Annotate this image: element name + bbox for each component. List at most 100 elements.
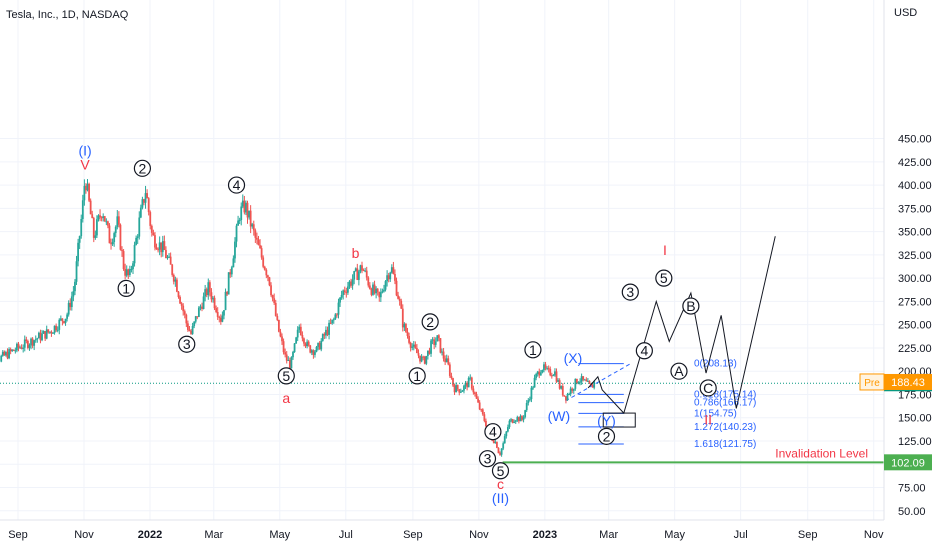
candle-body (241, 200, 244, 207)
candle-body (61, 318, 64, 322)
candle-body (315, 346, 318, 352)
candle-body (26, 340, 29, 348)
x-tick-label: 2023 (533, 529, 557, 541)
candle-body (400, 300, 403, 309)
candle-body (276, 315, 279, 320)
candle-body (99, 215, 101, 218)
candle-body (320, 340, 323, 350)
x-axis[interactable]: Sep Nov 2022 Mar May Jul Sep Nov 2023 Mar May Jul Se… (0, 519, 884, 541)
candle-body (245, 202, 247, 213)
y-axis[interactable]: 50.0075.00100.00125.00150.00175.00200.00… (859, 0, 932, 520)
candle-body (508, 420, 511, 428)
candle-body (561, 386, 564, 396)
candle-body (513, 421, 516, 423)
candle-body (419, 355, 421, 362)
candle-body (510, 419, 512, 421)
candle-body (387, 275, 390, 280)
candle-body (117, 216, 120, 225)
candle-body (158, 242, 161, 250)
candle-body (44, 331, 47, 339)
candle-body (157, 249, 159, 251)
candle-body (381, 291, 384, 293)
x-tick-label: Sep (8, 529, 28, 541)
candle-body (186, 323, 189, 330)
candle-body (321, 334, 324, 341)
candle-body (444, 358, 447, 363)
candle-body (547, 368, 550, 370)
wave-circle (478, 450, 497, 468)
annotations: Invalidation Level (0, 236, 884, 464)
candle-body (403, 323, 406, 328)
candle-body (52, 332, 54, 334)
y-tick-label: 400.00 (898, 180, 932, 192)
candle-body (281, 336, 283, 342)
candle-body (202, 296, 205, 309)
candle-body (544, 364, 547, 369)
candle-body (103, 216, 106, 222)
y-tick-label: 75.00 (898, 483, 926, 495)
candle-body (343, 290, 346, 293)
candle-body (572, 388, 575, 391)
candle-body (138, 217, 141, 237)
candle-body (292, 351, 294, 358)
candle-body (384, 281, 387, 290)
candle-body (481, 409, 484, 415)
fib-level-label: 0(208.13) (694, 359, 737, 370)
wave-label: 3 (626, 284, 634, 300)
candle-body (398, 298, 401, 301)
candle-body (9, 349, 12, 352)
candle-body (132, 263, 134, 270)
candle-body (336, 314, 338, 316)
candle-body (185, 314, 188, 324)
candle-body (492, 440, 495, 444)
wave-label: (W) (548, 408, 571, 424)
candle-body (114, 226, 117, 234)
candle-body (248, 210, 250, 218)
candle-body (375, 288, 378, 294)
y-tick-label: 225.00 (898, 343, 932, 355)
premarket-label: Pre (864, 378, 880, 389)
candle-body (39, 332, 42, 341)
candle-body (408, 335, 410, 343)
candle-body (434, 341, 437, 345)
candle-body (557, 380, 559, 382)
wave-circle (655, 269, 673, 287)
candle-body (326, 329, 329, 335)
candle-body (152, 232, 155, 236)
candle-body (125, 269, 128, 276)
candle-body (414, 344, 417, 348)
candle-body (517, 417, 520, 422)
x-tick-label: Mar (599, 529, 618, 541)
wave-circle (597, 427, 616, 445)
candle-body (524, 410, 527, 418)
candle-body (348, 281, 351, 287)
candle-body (8, 349, 10, 359)
candle-body (80, 218, 83, 237)
candle-body (53, 325, 56, 333)
candle-body (110, 243, 112, 245)
candle-body (378, 291, 381, 298)
candle-body (260, 248, 263, 258)
candle-body (113, 233, 116, 243)
wave-label: 3 (484, 451, 492, 467)
candle-body (271, 295, 274, 299)
candle-body (522, 417, 525, 420)
candle-body (527, 400, 530, 404)
candle-body (197, 307, 200, 317)
candle-body (290, 357, 293, 369)
candle-body (106, 221, 109, 226)
candle-body (230, 267, 233, 275)
candle-body (390, 267, 393, 273)
candle-body (412, 344, 415, 347)
candle-body (536, 371, 539, 374)
premarket-price-tag (884, 373, 932, 390)
candle-body (201, 306, 203, 309)
candle-body (455, 385, 458, 393)
wave-label: 2 (139, 160, 147, 176)
candle-body (237, 220, 239, 226)
candle-body (332, 319, 335, 321)
candle-body (88, 183, 90, 201)
candle-body (502, 443, 505, 449)
candle-body (199, 306, 202, 308)
